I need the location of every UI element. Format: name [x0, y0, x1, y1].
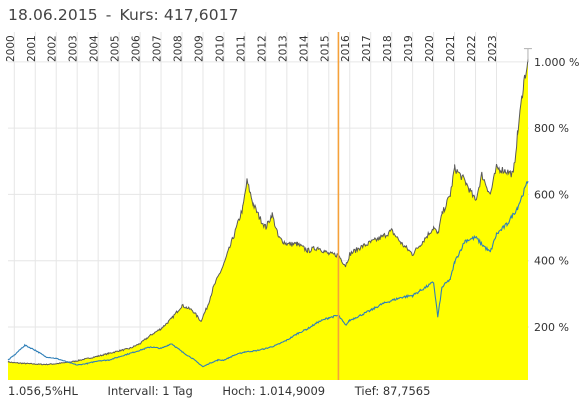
footer-low: Tief: 87,7565	[354, 384, 431, 398]
benchmark-line	[7, 181, 529, 368]
crosshair-layer	[337, 32, 532, 380]
x-tick-label: 2014	[298, 35, 310, 62]
y-tick-label: 1.000 %	[534, 56, 579, 69]
x-tick-label: 2000	[5, 35, 17, 62]
footer-high: Hoch: 1.014,9009	[222, 384, 326, 398]
price-area-fill	[8, 58, 528, 380]
header-price: Kurs: 417,6017	[119, 6, 239, 24]
x-tick-label: 2019	[403, 35, 415, 62]
x-tick-label: 2011	[235, 35, 247, 62]
footer-interval: Intervall: 1 Tag	[107, 384, 193, 398]
y-tick-label: 200 %	[534, 321, 569, 334]
x-tick-label: 2017	[361, 35, 373, 62]
x-tick-label: 2006	[131, 35, 143, 62]
chart-footer: 1.056,5%HL Intervall: 1 Tag Hoch: 1.014,…	[8, 384, 456, 398]
x-tick-label: 2013	[277, 35, 289, 62]
x-tick-labels: 2000 2001 2002 2003 2004 2005 2006 2007 2008 2009…	[5, 35, 499, 62]
x-tick-label: 2010	[214, 35, 226, 62]
x-tick-label: 2015	[319, 35, 331, 62]
x-tick-label: 2005	[110, 35, 122, 62]
y-tick-labels: 200 % 400 % 600 % 800 % 1.000 %	[534, 56, 579, 334]
x-tick-label: 2020	[424, 35, 436, 62]
x-tick-label: 2023	[487, 35, 499, 62]
x-tick-label: 2001	[26, 35, 38, 62]
x-tick-label: 2003	[68, 35, 80, 62]
y-tick-label: 800 %	[534, 122, 569, 135]
header-separator: -	[105, 6, 112, 24]
x-tick-label: 2012	[256, 35, 268, 62]
benchmark-series	[7, 181, 529, 368]
x-tick-label: 2002	[47, 35, 59, 62]
x-tick-label: 2008	[173, 35, 185, 62]
x-tick-label: 2004	[89, 35, 101, 62]
x-tick-label: 2018	[382, 35, 394, 62]
x-tick-label: 2009	[193, 35, 205, 62]
x-tick-label: 2021	[445, 35, 457, 62]
y-tick-label: 600 %	[534, 188, 569, 201]
price-line	[7, 58, 529, 366]
x-tick-label: 2007	[152, 35, 164, 62]
footer-performance: 1.056,5%HL	[8, 384, 78, 398]
header-date: 18.06.2015	[8, 6, 98, 24]
x-tick-label: 2022	[466, 35, 478, 62]
y-tick-label: 400 %	[534, 255, 569, 268]
price-area	[7, 58, 529, 380]
chart-header: 18.06.2015- Kurs: 417,6017	[8, 6, 239, 24]
x-tick-label: 2016	[340, 35, 352, 62]
